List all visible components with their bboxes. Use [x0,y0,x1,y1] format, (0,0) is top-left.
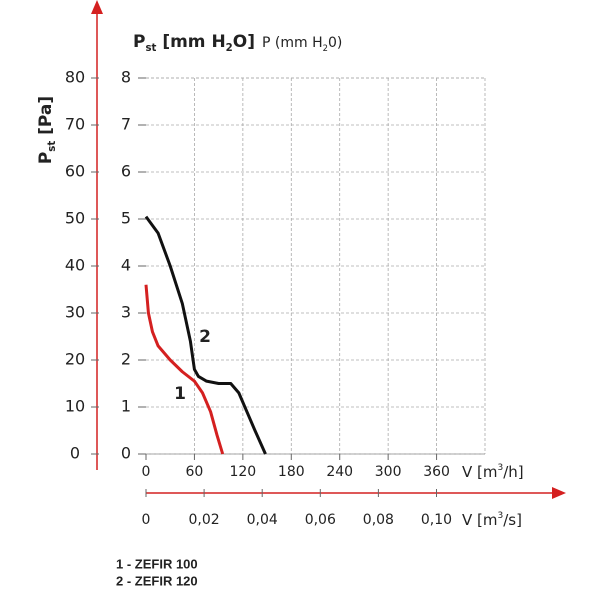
y2-axis-title: Pst [mm H2O] [133,32,255,54]
x-tick-label: 120 [229,464,256,480]
y-tick-label: 80 [65,68,85,87]
y2-axis-title-part: st [145,43,156,54]
x2-axis-title-part: 3 [498,511,504,521]
curve [144,215,267,455]
y2-tick-label: 5 [121,209,131,228]
y2-axis-title-part: O] [233,32,255,52]
y2-tick-label: 8 [121,68,131,87]
x2-tick-label: 0 [142,512,151,528]
x2-axis-title-part: V [m [462,511,498,529]
y-tick-label: 70 [65,115,85,134]
y2-axis-title-part: 2 [226,43,233,54]
curve-label: 1 [174,384,186,404]
x2-axis-title-part: /s] [503,511,522,529]
y2-axis-title-part: [mm H [156,32,225,52]
y2-axis-title-alt-part: 0) [328,35,342,51]
legend-entry: 1 - ZEFIR 100 [116,556,198,571]
y2-axis-title-alt-part: P (mm H [262,35,323,51]
y2-tick-label: 7 [121,115,131,134]
x-tick-label: 180 [278,464,305,480]
x-axis-title-part: /h] [503,463,523,481]
y2-tick-label: 3 [121,303,131,322]
y-tick-label: 60 [65,162,85,181]
x-tick-label: 60 [186,464,204,480]
x-tick-label: 360 [423,464,450,480]
x-axis-title-part: V [m [462,463,498,481]
x2-tick-label: 0,04 [247,512,278,528]
x-axis-title: V [m3/h] [462,463,524,481]
x2-tick-label: 0,02 [189,512,220,528]
legend-entry: 2 - ZEFIR 120 [116,573,198,588]
curve-label: 2 [199,327,211,347]
y-axis-title-part: P [36,152,56,164]
x2-tick-label: 0,08 [363,512,394,528]
x-tick-label: 240 [326,464,353,480]
y-tick-label: 0 [70,444,80,463]
x2-axis-title: V [m3/s] [462,511,522,529]
x-tick-label: 300 [375,464,402,480]
x-arrow-head [552,487,566,499]
x2-tick-label: 0,06 [305,512,336,528]
y-tick-label: 30 [65,303,85,322]
y-tick-label: 50 [65,209,85,228]
y2-tick-label: 6 [121,162,131,181]
x-tick-label: 0 [142,464,151,480]
y-axis-title-part: st [47,141,58,152]
y2-tick-label: 2 [121,350,131,369]
x-axis-title-part: 3 [498,463,504,473]
curve [144,284,225,455]
y-axis-title: Pst [Pa] [36,96,58,164]
y-arrow-head [91,0,103,14]
y2-axis-title-alt-part: 2 [323,43,328,53]
y2-tick-label: 0 [121,444,131,463]
y-axis-title-part: [Pa] [36,96,56,141]
y-tick-label: 10 [65,397,85,416]
y2-axis-title-alt: P (mm H20) [262,35,342,53]
y-tick-label: 20 [65,350,85,369]
y2-tick-label: 4 [121,256,131,275]
y2-axis-title-part: P [133,32,145,52]
y2-tick-label: 1 [121,397,131,416]
x2-tick-label: 0,10 [421,512,452,528]
y-tick-label: 40 [65,256,85,275]
